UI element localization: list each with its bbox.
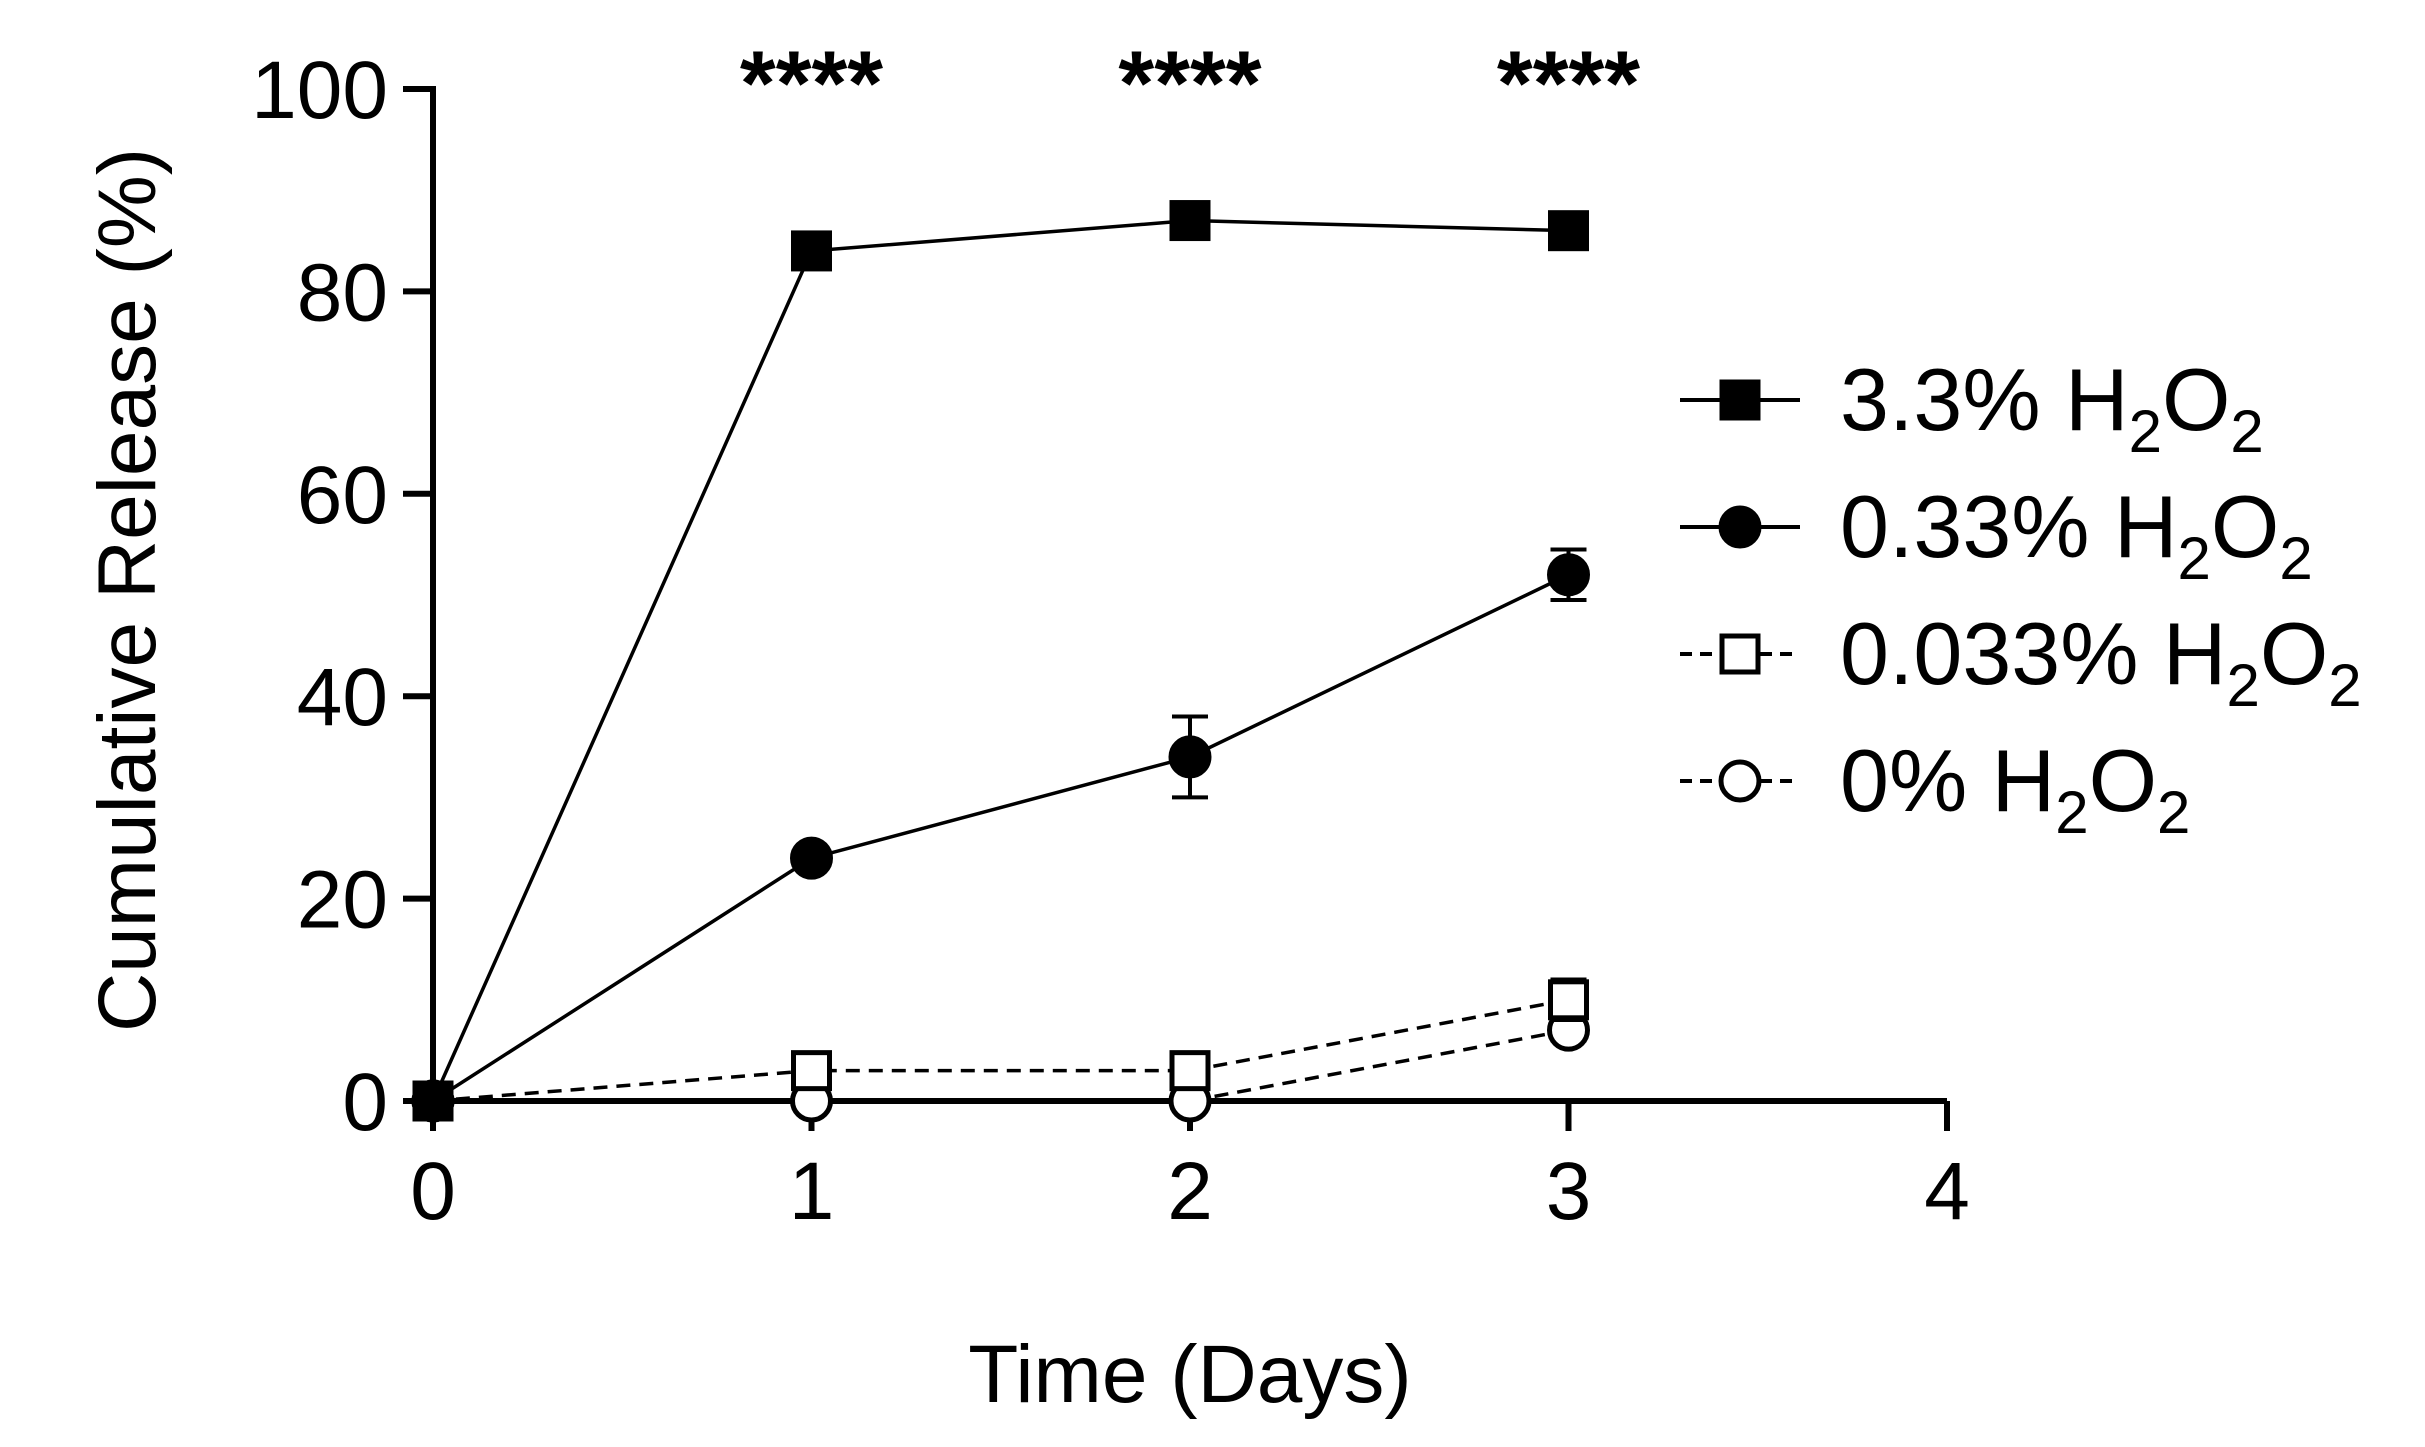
- legend-label: 0% H2O2: [1840, 731, 2190, 846]
- significance-annotations: **** **** ****: [740, 33, 1640, 135]
- x-tick-label: 3: [1546, 1146, 1592, 1237]
- y-tick-label: 0: [342, 1057, 388, 1148]
- series-1: [411, 547, 1590, 1123]
- data-point: [1169, 1050, 1211, 1092]
- legend: 3.3% H2O2 0.33% H2O2 0.033% H2O2 0% H2O2: [1680, 350, 2362, 846]
- y-tick-label: 40: [297, 652, 388, 743]
- series-line: [431, 218, 1569, 1102]
- y-tick-label: 20: [297, 855, 388, 946]
- data-point: [791, 1050, 832, 1092]
- legend-item-0: 3.3% H2O2: [1680, 350, 2264, 465]
- significance-label: ****: [740, 33, 883, 135]
- legend-item-3: 0% H2O2: [1680, 731, 2190, 846]
- significance-label: ****: [1118, 33, 1261, 135]
- legend-marker: [1719, 379, 1761, 421]
- data-point: [791, 230, 832, 272]
- series-layer: [411, 200, 1590, 1123]
- legend-label: 0.33% H2O2: [1840, 477, 2313, 592]
- data-point: [1548, 210, 1589, 252]
- legend-marker: [1719, 633, 1761, 675]
- legend-label: 3.3% H2O2: [1840, 350, 2264, 465]
- legend-item-1: 0.33% H2O2: [1680, 477, 2313, 592]
- data-point: [1168, 735, 1212, 779]
- data-point: [1547, 553, 1590, 597]
- series-line: [433, 1028, 1569, 1103]
- legend-label: 0.033% H2O2: [1840, 604, 2362, 719]
- data-point: [1548, 979, 1589, 1021]
- legend-marker: [1718, 759, 1762, 803]
- x-tick-label: 1: [789, 1146, 835, 1237]
- legend-marker: [1718, 505, 1762, 549]
- data-point: [790, 836, 833, 880]
- x-tick-label: 2: [1167, 1146, 1213, 1237]
- data-point: [412, 1080, 454, 1122]
- data-point: [1169, 200, 1211, 242]
- y-tick-label: 100: [251, 45, 388, 136]
- series-line: [432, 573, 1570, 1103]
- series-line: [432, 998, 1569, 1103]
- y-tick-label: 80: [297, 247, 388, 338]
- y-tick-label: 60: [297, 450, 388, 541]
- significance-label: ****: [1497, 33, 1640, 135]
- x-axis-label: Time (Days): [968, 1329, 1411, 1420]
- series-0: [412, 200, 1589, 1122]
- x-tick-label: 0: [410, 1146, 456, 1237]
- legend-item-2: 0.033% H2O2: [1680, 604, 2362, 719]
- x-tick-label: 4: [1924, 1146, 1970, 1237]
- y-axis-label: Cumulative Release (%): [82, 148, 173, 1032]
